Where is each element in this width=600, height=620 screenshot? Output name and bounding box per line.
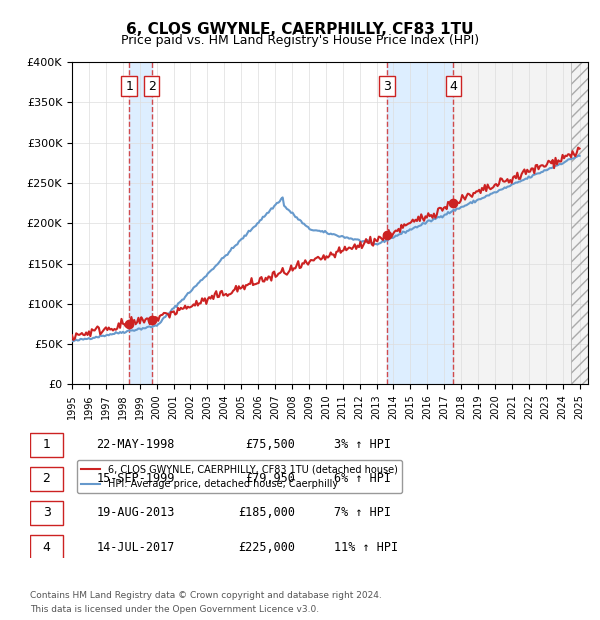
Bar (454, 62, 588, 384)
FancyBboxPatch shape (30, 535, 63, 559)
Text: 15-SEP-1999: 15-SEP-1999 (96, 472, 175, 485)
Text: Price paid vs. HM Land Registry's House Price Index (HPI): Price paid vs. HM Land Registry's House … (121, 34, 479, 47)
FancyBboxPatch shape (30, 501, 63, 525)
Text: 4: 4 (449, 80, 457, 92)
Text: 3: 3 (43, 507, 50, 520)
Legend: 6, CLOS GWYNLE, CAERPHILLY, CF83 1TU (detached house), HPI: Average price, detac: 6, CLOS GWYNLE, CAERPHILLY, CF83 1TU (de… (77, 460, 402, 493)
Text: £79,950: £79,950 (245, 472, 295, 485)
Text: 3% ↑ HPI: 3% ↑ HPI (334, 438, 391, 451)
FancyBboxPatch shape (30, 433, 63, 457)
Text: £75,500: £75,500 (245, 438, 295, 451)
Text: Contains HM Land Registry data © Crown copyright and database right 2024.: Contains HM Land Registry data © Crown c… (30, 591, 382, 600)
Text: 14-JUL-2017: 14-JUL-2017 (96, 541, 175, 554)
Text: 2: 2 (148, 80, 155, 92)
Text: £225,000: £225,000 (238, 541, 295, 554)
Text: 1: 1 (43, 438, 50, 451)
Bar (387, 62, 454, 384)
Text: 1: 1 (125, 80, 133, 92)
Text: 2: 2 (43, 472, 50, 485)
Text: 6% ↑ HPI: 6% ↑ HPI (334, 472, 391, 485)
Text: 6, CLOS GWYNLE, CAERPHILLY, CF83 1TU: 6, CLOS GWYNLE, CAERPHILLY, CF83 1TU (126, 22, 474, 37)
Text: £185,000: £185,000 (238, 507, 295, 520)
Text: 7% ↑ HPI: 7% ↑ HPI (334, 507, 391, 520)
Text: 3: 3 (383, 80, 391, 92)
Bar (571, 62, 588, 384)
FancyBboxPatch shape (30, 467, 63, 491)
Text: 22-MAY-1998: 22-MAY-1998 (96, 438, 175, 451)
Bar (129, 62, 152, 384)
Text: 4: 4 (43, 541, 50, 554)
Text: 19-AUG-2013: 19-AUG-2013 (96, 507, 175, 520)
Text: 11% ↑ HPI: 11% ↑ HPI (334, 541, 398, 554)
Text: This data is licensed under the Open Government Licence v3.0.: This data is licensed under the Open Gov… (30, 604, 319, 614)
